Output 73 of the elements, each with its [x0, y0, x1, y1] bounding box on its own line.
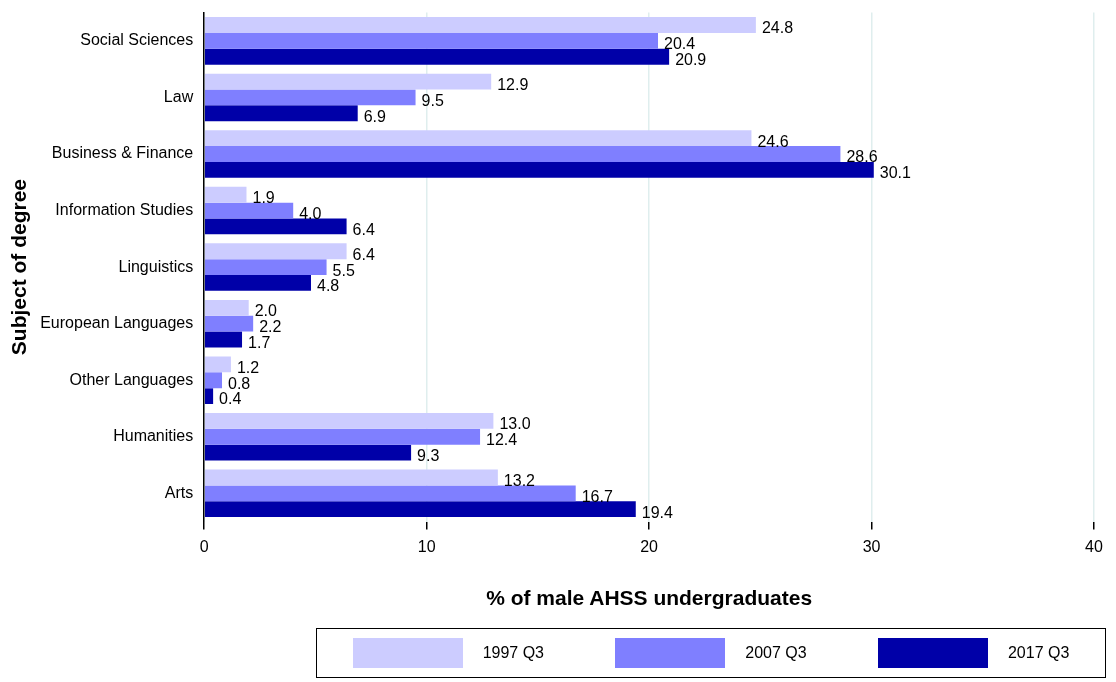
bar: [204, 17, 756, 33]
data-label: 0.8: [228, 374, 251, 392]
text: 2007 Q3: [745, 644, 807, 662]
data-label: 1.2: [236, 358, 260, 376]
bar: [204, 299, 249, 316]
text: 1997 Q3: [482, 644, 545, 662]
text: 2017 Q3: [1007, 644, 1070, 662]
bar: [204, 356, 231, 373]
bar: [204, 388, 214, 404]
bar: [204, 146, 841, 162]
y-tick-label: Linguistics: [118, 257, 194, 275]
bar: [204, 32, 659, 49]
data-label: 19.4: [641, 503, 674, 521]
bar: [204, 372, 223, 389]
data-label: 1.7: [248, 333, 271, 351]
bar: [204, 315, 254, 332]
x-tick-label: 10: [417, 537, 436, 555]
bar: [204, 485, 576, 502]
x-tick-label: 20: [640, 537, 659, 555]
data-label: 20.4: [664, 35, 696, 53]
data-label: 6.4: [352, 245, 375, 263]
bar: [204, 469, 498, 486]
bar: [204, 186, 247, 203]
bar: [204, 243, 347, 260]
y-tick-label: Law: [163, 87, 194, 105]
data-label: 2.0: [254, 302, 278, 320]
data-label: 20.9: [675, 51, 707, 69]
data-label: 5.5: [332, 261, 355, 279]
bar: [204, 275, 311, 291]
y-tick-label: Arts: [164, 483, 194, 501]
data-label: 2.2: [259, 318, 282, 336]
data-label: 30.1: [879, 164, 912, 182]
bar: [204, 428, 481, 445]
data-label: 13.0: [499, 415, 531, 433]
y-tick-label: Information Studies: [55, 200, 194, 218]
y-tick-label: Humanities: [113, 427, 194, 445]
data-label: 0.4: [219, 390, 242, 408]
bar: [204, 89, 416, 106]
bar: [204, 331, 243, 348]
bar: [204, 105, 358, 122]
data-label: 24.8: [761, 19, 794, 37]
data-label: 1.9: [252, 189, 275, 207]
bar: [204, 73, 492, 90]
x-tick-label: 30: [862, 537, 881, 555]
data-label: 16.7: [581, 487, 613, 505]
data-label: 9.3: [417, 447, 440, 465]
y-tick-label: Other Languages: [69, 370, 194, 388]
data-label: 12.9: [497, 76, 529, 93]
data-label: 9.5: [421, 91, 444, 109]
bar: [204, 218, 347, 235]
bar: [204, 259, 327, 276]
data-label: 24.6: [757, 132, 789, 150]
bar: [204, 202, 294, 219]
data-label: 6.4: [352, 220, 375, 238]
y-tick-label: Business & Finance: [51, 144, 194, 162]
bar: [204, 501, 636, 518]
data-label: 28.6: [846, 148, 878, 166]
data-label: 4.8: [317, 277, 340, 295]
data-label: 13.2: [503, 471, 536, 489]
y-tick-label: European Languages: [40, 314, 194, 332]
y-axis-title: Subject of degree: [7, 179, 31, 356]
y-tick-label: Social Sciences: [80, 31, 194, 49]
bar: [204, 161, 874, 178]
data-label: 4.0: [299, 204, 322, 222]
bar: [204, 130, 752, 147]
bar: [204, 48, 670, 65]
data-label: 6.9: [363, 107, 387, 125]
x-axis-title: % of male AHSS undergraduates: [486, 586, 813, 610]
x-tick-label: 40: [1085, 537, 1103, 555]
data-label: 12.4: [486, 431, 518, 449]
x-tick-label: 0: [199, 537, 209, 555]
bar: [204, 444, 412, 461]
bar: [204, 413, 494, 429]
